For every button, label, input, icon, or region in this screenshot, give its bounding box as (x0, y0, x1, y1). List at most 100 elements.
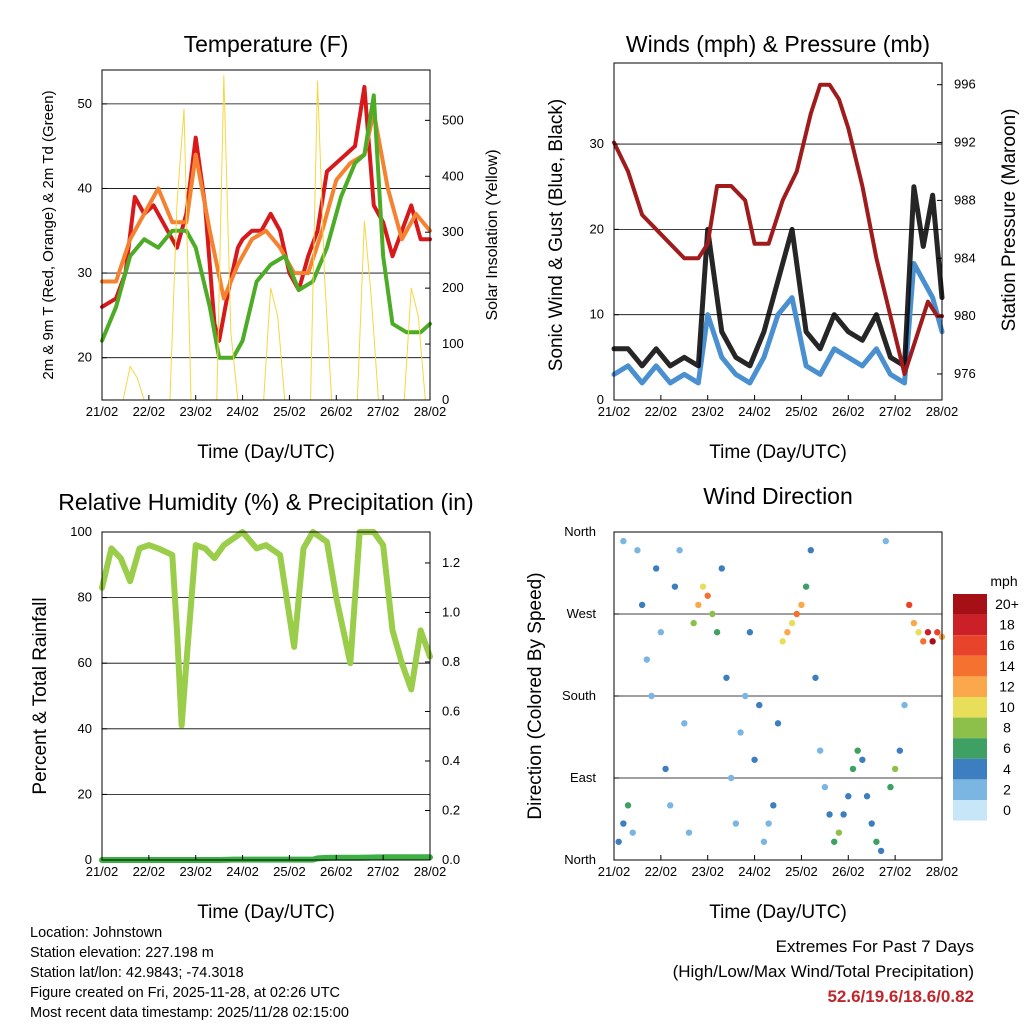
x-tick-label: 26/02 (320, 404, 353, 419)
y2-tick-label: 300 (442, 224, 464, 239)
station-location: Location: Johnstown (30, 925, 163, 941)
y-tick-label: 20 (590, 221, 604, 236)
direction-point (906, 601, 913, 609)
legend-label: 0 (1003, 802, 1011, 818)
legend-swatch (953, 594, 987, 615)
temperature-panel: Temperature (F) 20 30 40 50 0 100 200 300 400 50… (40, 31, 501, 463)
temperature-y2-label: Solar Insolation (Yellow) (484, 149, 501, 320)
wind-direction-x-ticks: 21/02 22/02 23/02 24/02 25/02 26/02 27/02 28/02 (598, 855, 958, 879)
wind-direction-y-ticks: North East South West North (562, 524, 619, 867)
x-tick-label: 21/02 (598, 864, 631, 879)
direction-point (699, 583, 707, 590)
winds-x-label: Time (Day/UTC) (709, 442, 847, 463)
y2-tick-label: 980 (954, 308, 976, 323)
y2-tick-label: 0 (442, 392, 449, 407)
station-latlon: Station lat/lon: 42.9843; -74.3018 (30, 965, 244, 981)
y-tick-label: North (564, 524, 596, 539)
temperature-plot-frame (101, 69, 431, 401)
series-line-relative-humidity (99, 529, 433, 729)
humidity-y-label: Percent & Total Rainfall (30, 597, 51, 794)
direction-point (634, 547, 641, 554)
y2-tick-label: 976 (954, 366, 976, 381)
y2-tick-label: 0.4 (442, 753, 460, 768)
direction-point (638, 601, 646, 609)
temperature-y-label: 2m & 9m T (Red, Orange) & 2m Td (Green) (40, 90, 57, 379)
x-tick-label: 28/02 (926, 404, 959, 419)
x-tick-label: 27/02 (367, 404, 400, 419)
y-tick-label: 100 (70, 524, 92, 539)
speed-legend: 20+ 18 16 14 12 10 8 6 4 2 0 (953, 594, 1019, 821)
direction-point (774, 720, 782, 727)
direction-point (854, 747, 861, 754)
legend-swatch (953, 614, 987, 636)
direction-point (882, 537, 889, 545)
legend-label: 14 (999, 658, 1015, 674)
direction-point (788, 619, 796, 627)
temperature-title: Temperature (F) (184, 31, 349, 57)
figure-created: Figure created on Fri, 2025-11-28, at 02… (30, 985, 341, 1001)
legend-swatch (953, 758, 987, 780)
direction-point (760, 838, 768, 845)
winds-plot-frame (613, 62, 943, 401)
direction-point (877, 847, 885, 855)
legend-label: 10 (999, 699, 1015, 715)
direction-point (840, 811, 847, 818)
direction-point (910, 619, 918, 627)
legend-label: 4 (1003, 761, 1011, 777)
direction-point (718, 565, 725, 572)
direction-point (845, 793, 852, 800)
y-tick-label: South (562, 688, 596, 703)
y-tick-label: 40 (78, 721, 92, 736)
x-tick-label: 23/02 (691, 404, 724, 419)
direction-point (620, 537, 627, 545)
y-tick-label: North (564, 852, 596, 867)
direction-point (770, 802, 777, 809)
direction-point (676, 547, 683, 554)
direction-point (713, 629, 721, 636)
x-tick-label: 21/02 (598, 404, 631, 419)
y-tick-label: West (567, 606, 597, 621)
y-tick-label: 40 (78, 180, 92, 195)
recent-timestamp: Most recent data timestamp: 2025/11/28 0… (30, 1005, 349, 1021)
x-tick-label: 23/02 (179, 404, 212, 419)
y-tick-label: 60 (78, 655, 92, 670)
y2-tick-label: 988 (954, 192, 976, 207)
direction-point (831, 838, 838, 845)
extremes-subtitle: (High/Low/Max Wind/Total Precipitation) (672, 962, 974, 981)
legend-label: 6 (1003, 740, 1011, 756)
y-tick-label: 0 (85, 852, 92, 867)
direction-point (835, 829, 843, 836)
y2-tick-label: 0.8 (442, 654, 460, 669)
temperature-y2-ticks: 0 100 200 300 400 500 (425, 112, 464, 407)
legend-label: 8 (1003, 720, 1011, 736)
x-tick-label: 27/02 (879, 864, 912, 879)
direction-point (657, 629, 665, 636)
direction-point (648, 692, 655, 700)
direction-point (685, 829, 693, 836)
temperature-y-ticks: 20 30 40 50 (78, 96, 107, 365)
direction-point (765, 820, 772, 827)
direction-point (901, 701, 908, 709)
x-tick-label: 27/02 (367, 864, 400, 879)
legend-label: 12 (999, 678, 1015, 694)
series-line-2m-td (100, 93, 432, 360)
legend-swatch (953, 738, 987, 759)
winds-y2-ticks: 976 980 984 988 992 996 (937, 77, 976, 381)
y2-tick-label: 0.2 (442, 802, 460, 817)
y2-tick-label: 500 (442, 112, 464, 127)
direction-point (784, 629, 791, 636)
y-tick-label: 0 (597, 392, 604, 407)
extremes-box: Extremes For Past 7 Days (High/Low/Max W… (673, 934, 974, 1009)
legend-swatch (953, 800, 987, 821)
y2-tick-label: 0.0 (442, 852, 460, 867)
direction-point (924, 629, 932, 636)
temperature-series (100, 75, 432, 401)
x-tick-label: 26/02 (832, 404, 865, 419)
x-tick-label: 24/02 (738, 864, 771, 879)
y-tick-label: 50 (78, 96, 92, 111)
legend-label: 2 (1003, 781, 1011, 797)
extremes-title: Extremes For Past 7 Days (775, 937, 974, 956)
x-tick-label: 26/02 (320, 864, 353, 879)
legend-label: 18 (999, 617, 1015, 633)
x-tick-label: 25/02 (785, 864, 818, 879)
